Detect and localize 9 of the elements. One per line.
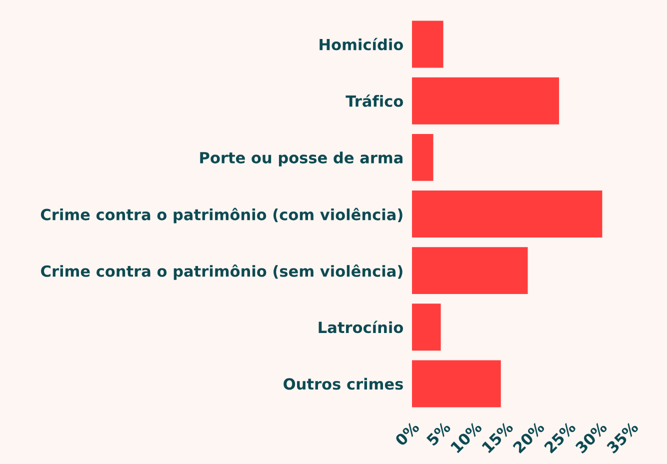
x-tick-label: 0% xyxy=(394,420,420,447)
y-tick-label: Crime contra o patrimônio (com violência) xyxy=(40,208,402,224)
y-tick-label: Crime contra o patrimônio (sem violência) xyxy=(41,264,402,280)
y-tick-label: Tráfico xyxy=(346,94,404,107)
y-tick-label: Homicídio xyxy=(320,38,404,50)
x-tick-label: 5% xyxy=(426,420,452,446)
y-tick-label: Latrocínio xyxy=(318,320,404,334)
y-tick-label: Porte ou posse de arma xyxy=(200,152,402,166)
y-tick-label: Outros crimes xyxy=(284,378,403,390)
